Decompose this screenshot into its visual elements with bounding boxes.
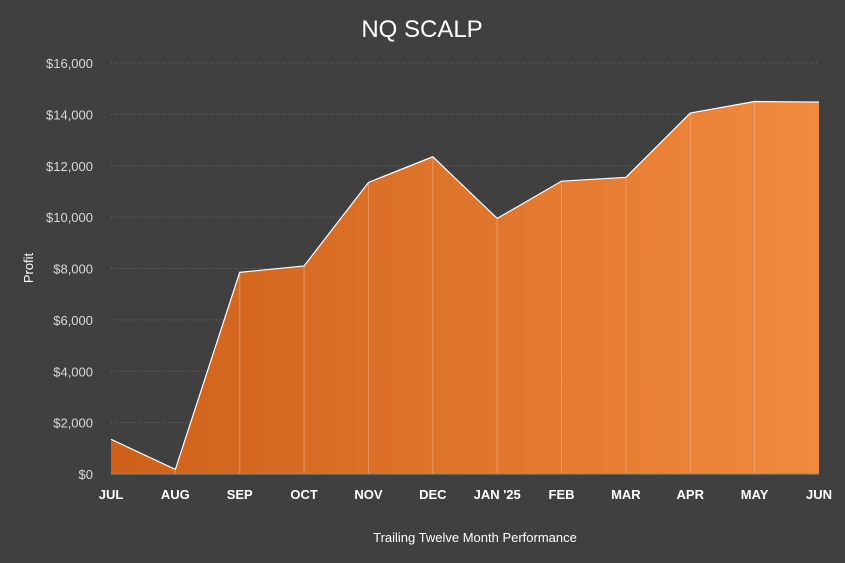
x-tick-label: JAN '25 — [474, 487, 521, 502]
x-tick-label: SEP — [227, 487, 253, 502]
x-axis-ticks: JUL AUG SEP OCT NOV DEC JAN '25 FEB MAR APR MAY JUN — [99, 487, 832, 502]
area-fill — [111, 101, 819, 474]
series-area — [110, 100, 820, 475]
y-tick-label: $12,000 — [46, 159, 93, 174]
x-tick-label: JUL — [99, 487, 124, 502]
y-tick-label: $10,000 — [46, 210, 93, 225]
y-tick-label: $8,000 — [53, 262, 93, 277]
x-tick-label: DEC — [419, 487, 447, 502]
x-tick-label: MAR — [611, 487, 641, 502]
y-tick-label: $0 — [79, 467, 93, 482]
y-tick-label: $2,000 — [53, 416, 93, 431]
x-tick-label: OCT — [290, 487, 318, 502]
x-tick-label: NOV — [354, 487, 383, 502]
series-line — [110, 100, 820, 471]
chart-title: NQ SCALP — [361, 16, 482, 43]
x-axis-label: Trailing Twelve Month Performance — [373, 530, 577, 545]
y-axis-ticks: $0 $2,000 $4,000 $6,000 $8,000 $10,000 $12,000… — [46, 56, 93, 482]
y-tick-label: $14,000 — [46, 107, 93, 122]
x-tick-label: MAY — [741, 487, 769, 502]
x-tick-label: FEB — [549, 487, 575, 502]
y-tick-label: $16,000 — [46, 56, 93, 71]
x-tick-label: JUN — [806, 487, 832, 502]
y-axis-label: Profit — [21, 252, 36, 283]
y-tick-label: $6,000 — [53, 313, 93, 328]
y-tick-label: $4,000 — [53, 364, 93, 379]
x-tick-label: APR — [677, 487, 705, 502]
x-tick-label: AUG — [161, 487, 190, 502]
